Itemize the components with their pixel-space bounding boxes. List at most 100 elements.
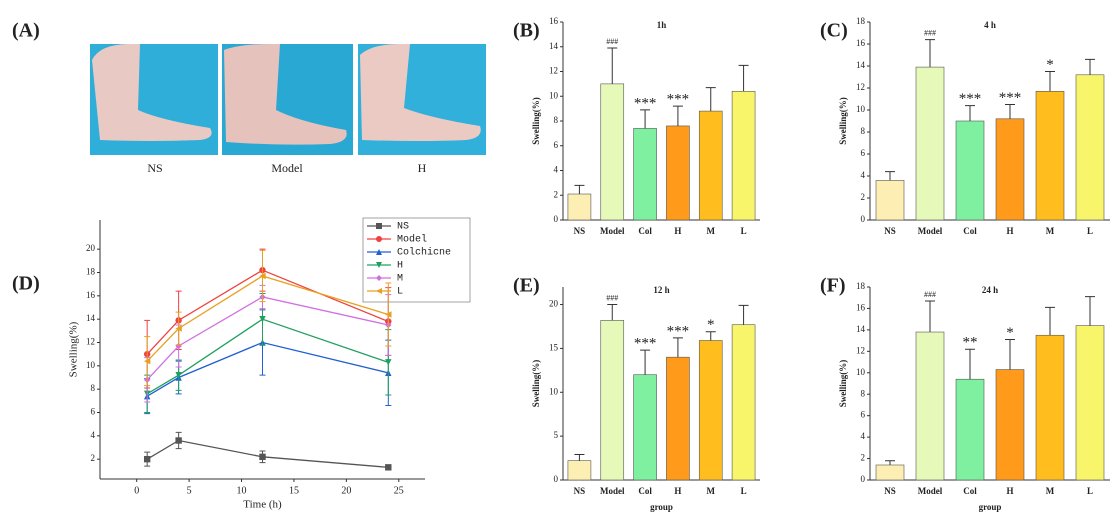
y-tick-label: 0: [861, 474, 866, 484]
line: [147, 276, 388, 361]
x-axis-label: Time (h): [243, 499, 282, 511]
y-tick-label: 6: [861, 148, 866, 158]
y-tick-label: 4: [91, 430, 96, 440]
legend-box: [363, 218, 470, 302]
y-tick-label: 12: [856, 345, 865, 355]
error-bar: [1045, 72, 1055, 92]
error-bar: [739, 65, 749, 91]
significance-label: ###: [924, 290, 936, 299]
x-axis-label: group: [979, 502, 1002, 512]
error-bar: [574, 185, 584, 194]
chart-title: 4 h: [984, 20, 996, 30]
photo-label: H: [418, 161, 427, 175]
y-axis-label: Swelling(%): [838, 97, 848, 145]
chart-title: 24 h: [982, 285, 998, 295]
significance-label: **: [963, 335, 978, 351]
y-axis-label: Swelling(%): [531, 360, 541, 408]
figure: (A) NS Model H (B) 0 2 4 6 8 10 12 14 16 Swelling(…: [0, 0, 1118, 513]
y-tick-label: 0: [861, 214, 866, 224]
bar: [699, 111, 722, 220]
error-bar: [925, 301, 935, 332]
error-bar: [640, 350, 650, 375]
panel-label: (E): [513, 275, 540, 297]
legend-label: L: [397, 287, 403, 298]
legend-label: Colchicne: [397, 247, 451, 259]
bar: [666, 126, 689, 220]
y-tick-label: 16: [549, 16, 559, 26]
panel-label: (D): [12, 273, 40, 295]
x-tick-label: Model: [918, 486, 943, 496]
y-tick-label: 2: [861, 192, 866, 202]
legend-label: M: [397, 274, 403, 285]
y-tick-label: 10: [549, 386, 559, 396]
bar: [996, 119, 1024, 220]
y-tick-label: 2: [554, 189, 559, 199]
photo-label: Model: [271, 161, 303, 175]
chart-title: 1h: [657, 20, 667, 30]
x-tick-label: L: [741, 486, 747, 496]
significance-label: ***: [999, 90, 1022, 106]
y-tick-label: 14: [856, 60, 866, 70]
y-tick-label: 0: [554, 214, 559, 224]
x-tick-label: M: [707, 226, 716, 236]
bar: [666, 357, 689, 480]
y-tick-label: 4: [861, 431, 866, 441]
marker: [175, 372, 181, 378]
error-bar: [1005, 105, 1015, 119]
y-tick-label: 12: [549, 66, 558, 76]
y-tick-label: 14: [86, 313, 96, 323]
error-bar: [965, 106, 975, 121]
x-tick-label: 15: [289, 485, 299, 496]
bar: [916, 332, 944, 480]
x-tick-label: M: [1046, 226, 1055, 236]
y-tick-label: 12: [86, 337, 95, 347]
error-bar: [885, 461, 895, 465]
y-tick-label: 8: [861, 388, 866, 398]
legend-label: NS: [397, 222, 409, 233]
bar: [568, 461, 591, 480]
y-tick-label: 10: [856, 367, 866, 377]
bar: [1076, 326, 1104, 480]
y-tick-label: 8: [554, 115, 559, 125]
bar: [732, 91, 755, 220]
error-bar: [673, 106, 683, 126]
bar: [732, 325, 755, 480]
x-tick-label: NS: [884, 486, 896, 496]
x-tick-label: H: [1006, 486, 1013, 496]
bar: [1076, 75, 1104, 220]
y-tick-label: 12: [856, 82, 865, 92]
significance-label: *: [1006, 325, 1014, 341]
panel-label: (A): [12, 20, 40, 42]
x-tick-label: H: [674, 226, 681, 236]
panel-label: (C): [820, 20, 848, 42]
y-tick-label: 2: [91, 453, 96, 463]
legend-marker: [376, 223, 382, 229]
y-tick-label: 10: [549, 90, 559, 100]
line: [147, 319, 388, 394]
y-tick-label: 16: [856, 303, 866, 313]
x-tick-label: L: [1087, 486, 1093, 496]
significance-label: *: [707, 317, 715, 333]
error-bar: [1005, 340, 1015, 370]
bar: [996, 370, 1024, 480]
y-tick-label: 8: [91, 383, 96, 393]
y-tick-label: 4: [554, 165, 559, 175]
panel-label: (B): [513, 20, 540, 42]
y-axis-label: Swelling(%): [68, 321, 80, 377]
x-tick-label: NS: [884, 226, 896, 236]
photos: NS Model H: [90, 44, 486, 175]
marker: [259, 454, 265, 460]
bar: [568, 194, 591, 220]
significance-label: ***: [667, 323, 690, 339]
x-tick-label: Col: [963, 486, 977, 496]
line: [147, 297, 388, 380]
significance-label: ###: [606, 37, 618, 46]
x-tick-label: 10: [237, 485, 247, 496]
y-tick-label: 15: [549, 342, 559, 352]
error-bar: [965, 349, 975, 379]
error-bar: [673, 338, 683, 357]
x-tick-label: 5: [187, 485, 192, 496]
bar: [876, 465, 904, 480]
y-tick-label: 18: [856, 281, 866, 291]
bar: [916, 67, 944, 220]
